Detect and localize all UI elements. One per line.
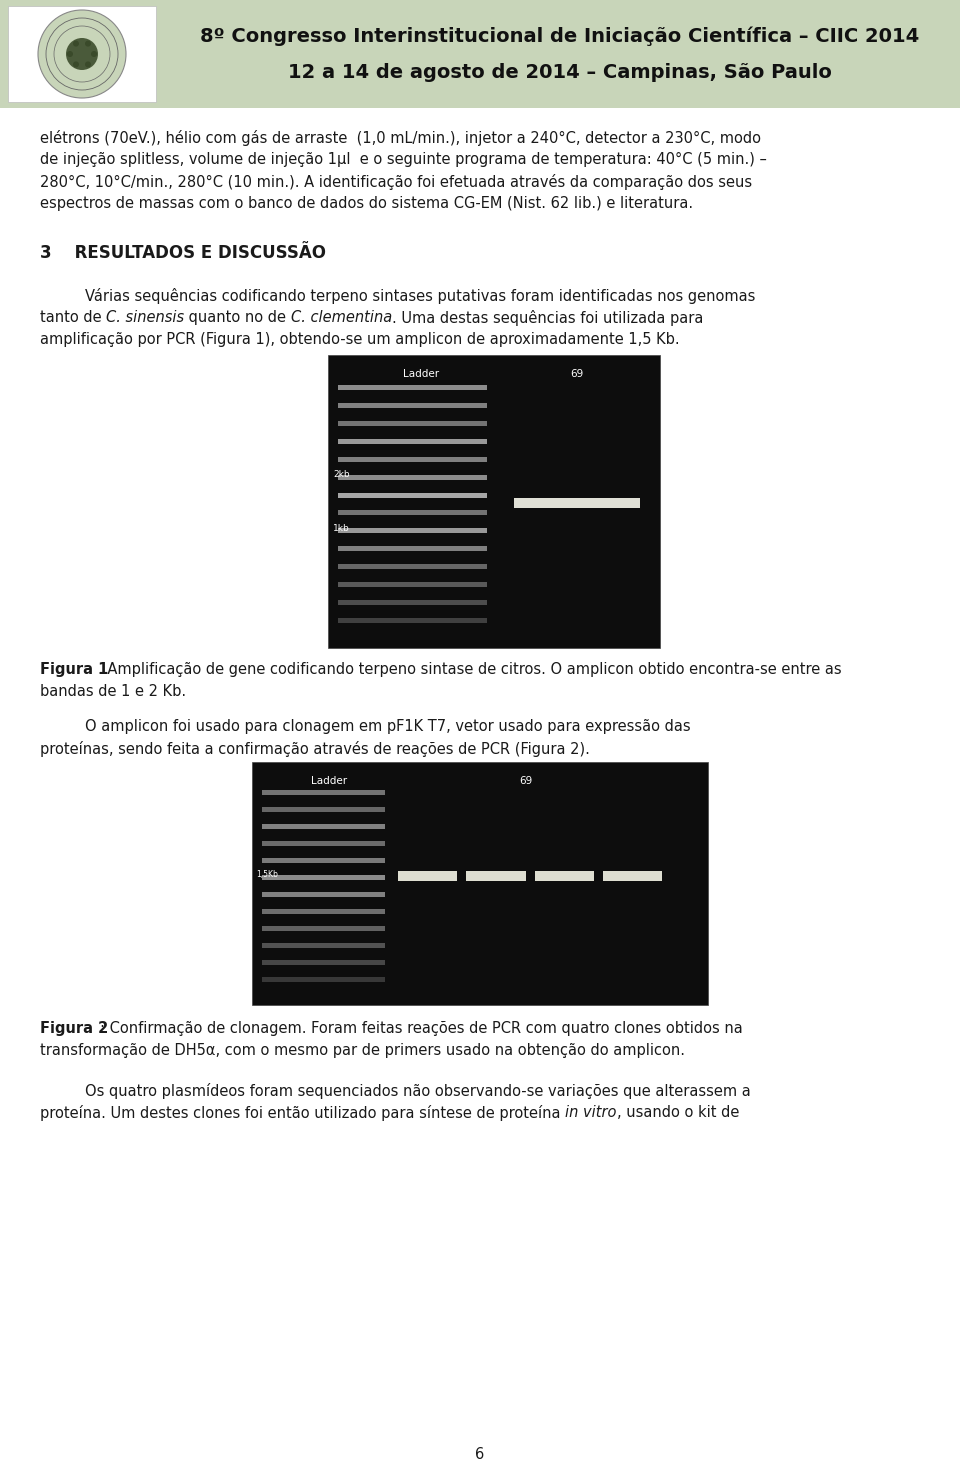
Bar [338, 511, 488, 515]
Text: espectros de massas com o banco de dados do sistema CG-EM (Nist. 62 lib.) e lite: espectros de massas com o banco de dados… [40, 195, 693, 210]
Bar [514, 498, 640, 508]
Bar [328, 355, 660, 649]
Bar [262, 977, 385, 982]
Bar [262, 926, 385, 932]
Bar [338, 456, 488, 462]
Bar [338, 421, 488, 427]
Bar [252, 763, 708, 1006]
Bar [338, 474, 488, 480]
Circle shape [85, 40, 91, 46]
Circle shape [66, 39, 98, 70]
Text: tanto de: tanto de [40, 311, 107, 326]
Text: O amplicon foi usado para clonagem em pF1K T7, vetor usado para expressão das: O amplicon foi usado para clonagem em pF… [85, 720, 690, 735]
Circle shape [85, 61, 91, 68]
Bar [262, 807, 385, 812]
Bar [467, 871, 526, 881]
Text: 8º Congresso Interinstitucional de Iniciação Científica – CIIC 2014: 8º Congresso Interinstitucional de Inici… [201, 27, 920, 46]
Bar [262, 857, 385, 863]
Text: in vitro: in vitro [565, 1105, 616, 1120]
Bar [262, 823, 385, 829]
Bar [603, 871, 662, 881]
Bar [338, 493, 488, 498]
Text: bandas de 1 e 2 Kb.: bandas de 1 e 2 Kb. [40, 684, 186, 699]
Circle shape [73, 61, 79, 68]
Text: proteína. Um destes clones foi então utilizado para síntese de proteína: proteína. Um destes clones foi então uti… [40, 1105, 565, 1121]
Bar [262, 789, 385, 795]
Bar [262, 892, 385, 897]
Text: 1,5Kb: 1,5Kb [256, 871, 277, 880]
Text: C. clementina: C. clementina [291, 311, 393, 326]
Text: Ladder: Ladder [311, 776, 348, 786]
Text: , usando o kit de: , usando o kit de [616, 1105, 739, 1120]
Text: 1kb: 1kb [333, 524, 349, 533]
Text: 12 a 14 de agosto de 2014 – Campinas, São Paulo: 12 a 14 de agosto de 2014 – Campinas, Sã… [288, 62, 832, 81]
Bar [398, 871, 457, 881]
Bar [262, 841, 385, 846]
Text: . Amplificação de gene codificando terpeno sintase de citros. O amplicon obtido : . Amplificação de gene codificando terpe… [98, 662, 842, 677]
Bar [338, 564, 488, 569]
Bar [262, 960, 385, 966]
Bar [338, 403, 488, 407]
Text: C. sinensis: C. sinensis [107, 311, 184, 326]
Text: 2kb: 2kb [333, 469, 349, 480]
Bar [338, 582, 488, 586]
Bar [338, 529, 488, 533]
Bar [262, 875, 385, 880]
Text: amplificação por PCR (Figura 1), obtendo-se um amplicon de aproximadamente 1,5 K: amplificação por PCR (Figura 1), obtendo… [40, 332, 680, 348]
Bar [535, 871, 594, 881]
Bar [338, 438, 488, 444]
Bar [0, 0, 960, 108]
Text: Os quatro plasmídeos foram sequenciados não observando-se variações que alterass: Os quatro plasmídeos foram sequenciados … [85, 1083, 751, 1099]
Bar [8, 6, 156, 102]
Text: Figura 1: Figura 1 [40, 662, 108, 677]
Circle shape [91, 50, 97, 56]
Text: Várias sequências codificando terpeno sintases putativas foram identificadas nos: Várias sequências codificando terpeno si… [85, 289, 756, 305]
Circle shape [73, 40, 79, 46]
Text: proteínas, sendo feita a confirmação através de reações de PCR (Figura 2).: proteínas, sendo feita a confirmação atr… [40, 740, 589, 757]
Text: elétrons (70eV.), hélio com gás de arraste  (1,0 mL/min.), injetor a 240°C, dete: elétrons (70eV.), hélio com gás de arras… [40, 130, 761, 147]
Text: de injeção splitless, volume de injeção 1µl  e o seguinte programa de temperatur: de injeção splitless, volume de injeção … [40, 153, 767, 167]
Text: 69: 69 [570, 369, 584, 379]
Bar [338, 600, 488, 606]
Text: 69: 69 [519, 776, 532, 786]
Text: 3    RESULTADOS E DISCUSSÃO: 3 RESULTADOS E DISCUSSÃO [40, 244, 326, 262]
Text: Figura 2: Figura 2 [40, 1020, 108, 1037]
Bar [262, 909, 385, 914]
Text: transformação de DH5α, com o mesmo par de primers usado na obtenção do amplicon.: transformação de DH5α, com o mesmo par d… [40, 1043, 685, 1057]
Circle shape [67, 50, 73, 56]
Text: Ladder: Ladder [403, 369, 439, 379]
Text: quanto no de: quanto no de [184, 311, 291, 326]
Text: . Uma destas sequências foi utilizada para: . Uma destas sequências foi utilizada pa… [393, 311, 704, 326]
Bar [338, 546, 488, 551]
Circle shape [38, 10, 126, 98]
Text: 280°C, 10°C/min., 280°C (10 min.). A identificação foi efetuada através da compa: 280°C, 10°C/min., 280°C (10 min.). A ide… [40, 173, 752, 190]
Text: 6: 6 [475, 1447, 485, 1462]
Bar [262, 943, 385, 948]
Bar [338, 385, 488, 390]
Text: : Confirmação de clonagem. Foram feitas reações de PCR com quatro clones obtidos: : Confirmação de clonagem. Foram feitas … [100, 1020, 743, 1037]
Bar [338, 618, 488, 624]
